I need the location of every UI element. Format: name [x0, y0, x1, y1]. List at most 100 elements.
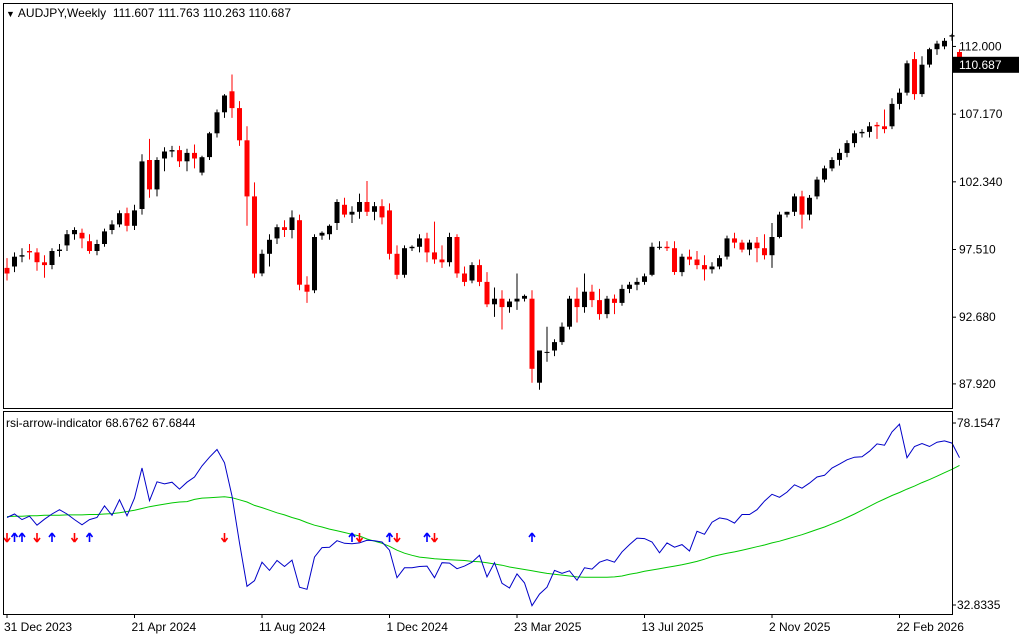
candle-body — [889, 103, 895, 127]
candle-body — [342, 204, 347, 215]
buy-arrow — [18, 532, 26, 542]
candle-body — [27, 251, 32, 253]
candle-body — [537, 350, 542, 383]
candle-body — [162, 151, 167, 159]
sell-arrow — [355, 533, 364, 543]
candle-body — [529, 298, 535, 369]
candle-body — [567, 298, 572, 327]
candle-body — [852, 133, 857, 144]
buy-arrow — [423, 532, 431, 542]
candle-body — [754, 242, 760, 249]
candle-body — [627, 284, 632, 289]
candle-body — [664, 246, 670, 249]
sell-arrow — [70, 533, 79, 543]
time-tick-label: 21 Apr 2024 — [132, 620, 197, 634]
time-tick-label: 23 Mar 2025 — [514, 620, 582, 634]
time-tick-label: 2 Nov 2025 — [769, 620, 831, 634]
candle-body — [57, 249, 62, 251]
sell-arrow — [3, 533, 11, 543]
candle-body — [64, 234, 70, 246]
candle-body — [897, 92, 902, 104]
candle-body — [372, 206, 377, 212]
time-tick-label: 1 Dec 2024 — [387, 620, 449, 634]
price-tick-label: 97.510 — [959, 243, 996, 257]
price-tick-label: 87.920 — [959, 377, 996, 391]
rsi-tick-label: 78.1547 — [957, 416, 1001, 430]
candle-body — [139, 161, 145, 209]
main-panel-frame — [3, 3, 953, 409]
candle-body — [657, 246, 662, 248]
candle-body — [709, 266, 715, 270]
candle-body — [379, 206, 385, 218]
candle-body — [169, 150, 175, 152]
candle-body — [492, 298, 497, 305]
candle-body — [597, 300, 602, 315]
symbol-dropdown-icon[interactable]: ▼ — [6, 9, 15, 19]
buy-arrow — [348, 532, 356, 542]
price-tick-label: 112.000 — [959, 39, 1002, 53]
candle-body — [4, 267, 10, 274]
price-tick-label: 107.170 — [959, 107, 1003, 121]
candle-body — [454, 237, 460, 274]
candle-body — [409, 246, 415, 249]
current-price-label: 110.687 — [959, 58, 1002, 72]
candle-body — [882, 126, 887, 130]
time-tick-label: 11 Aug 2024 — [259, 620, 326, 634]
sell-arrow — [430, 533, 439, 543]
candle-body — [867, 126, 872, 132]
candle-body — [732, 238, 737, 243]
rsi-lines — [6, 423, 960, 607]
candle-body — [132, 210, 137, 226]
candle-body — [792, 196, 797, 212]
candle-body — [304, 284, 310, 292]
rsi-axis: 78.1547 32.8335 — [952, 416, 1001, 612]
candle-body — [807, 197, 812, 215]
indicator-label: rsi-arrow-indicator 68.6762 67.6844 — [6, 416, 196, 430]
candle-body — [462, 273, 467, 282]
time-tick-label: 13 Jul 2025 — [642, 620, 704, 634]
candle-body — [844, 143, 850, 153]
candle-body — [297, 220, 302, 285]
candle-body — [522, 295, 527, 299]
candle-body — [589, 291, 595, 301]
candle-body — [102, 231, 107, 244]
candle-body — [94, 244, 100, 251]
time-axis: 31 Dec 2023 21 Apr 2024 11 Aug 2024 1 Dec 2… — [4, 614, 964, 634]
candle-body — [544, 351, 550, 353]
rsi-ma-line — [6, 464, 960, 578]
candle-body — [769, 237, 775, 256]
candle-body — [12, 256, 17, 267]
candle-body — [612, 298, 617, 303]
candle-body — [814, 179, 820, 197]
buy-arrow — [528, 532, 536, 542]
candle-body — [19, 255, 25, 257]
candle-body — [117, 213, 122, 225]
candle-body — [207, 133, 212, 158]
rsi-arrows — [3, 532, 536, 543]
buy-arrow — [85, 532, 94, 542]
candle-body — [514, 298, 520, 302]
candle-body — [154, 160, 160, 190]
candle-body — [402, 248, 407, 275]
candle-body — [364, 202, 370, 212]
candle-body — [312, 237, 317, 291]
candle-body — [762, 248, 767, 256]
candle-body — [387, 210, 392, 254]
candle-body — [184, 152, 190, 162]
candle-body — [484, 281, 490, 305]
candle-body — [424, 238, 430, 253]
price-tick-label: 92.680 — [959, 310, 996, 324]
candle-body — [784, 211, 790, 215]
candle-body — [334, 202, 340, 223]
candle-body — [874, 124, 880, 127]
candle-body — [919, 64, 925, 95]
candle-body — [739, 242, 745, 250]
candle-body — [199, 157, 205, 173]
candle-body — [42, 262, 47, 266]
candle-body — [574, 298, 580, 308]
candle-body — [79, 232, 85, 239]
buy-arrow — [10, 532, 19, 542]
candle-body — [717, 258, 722, 267]
